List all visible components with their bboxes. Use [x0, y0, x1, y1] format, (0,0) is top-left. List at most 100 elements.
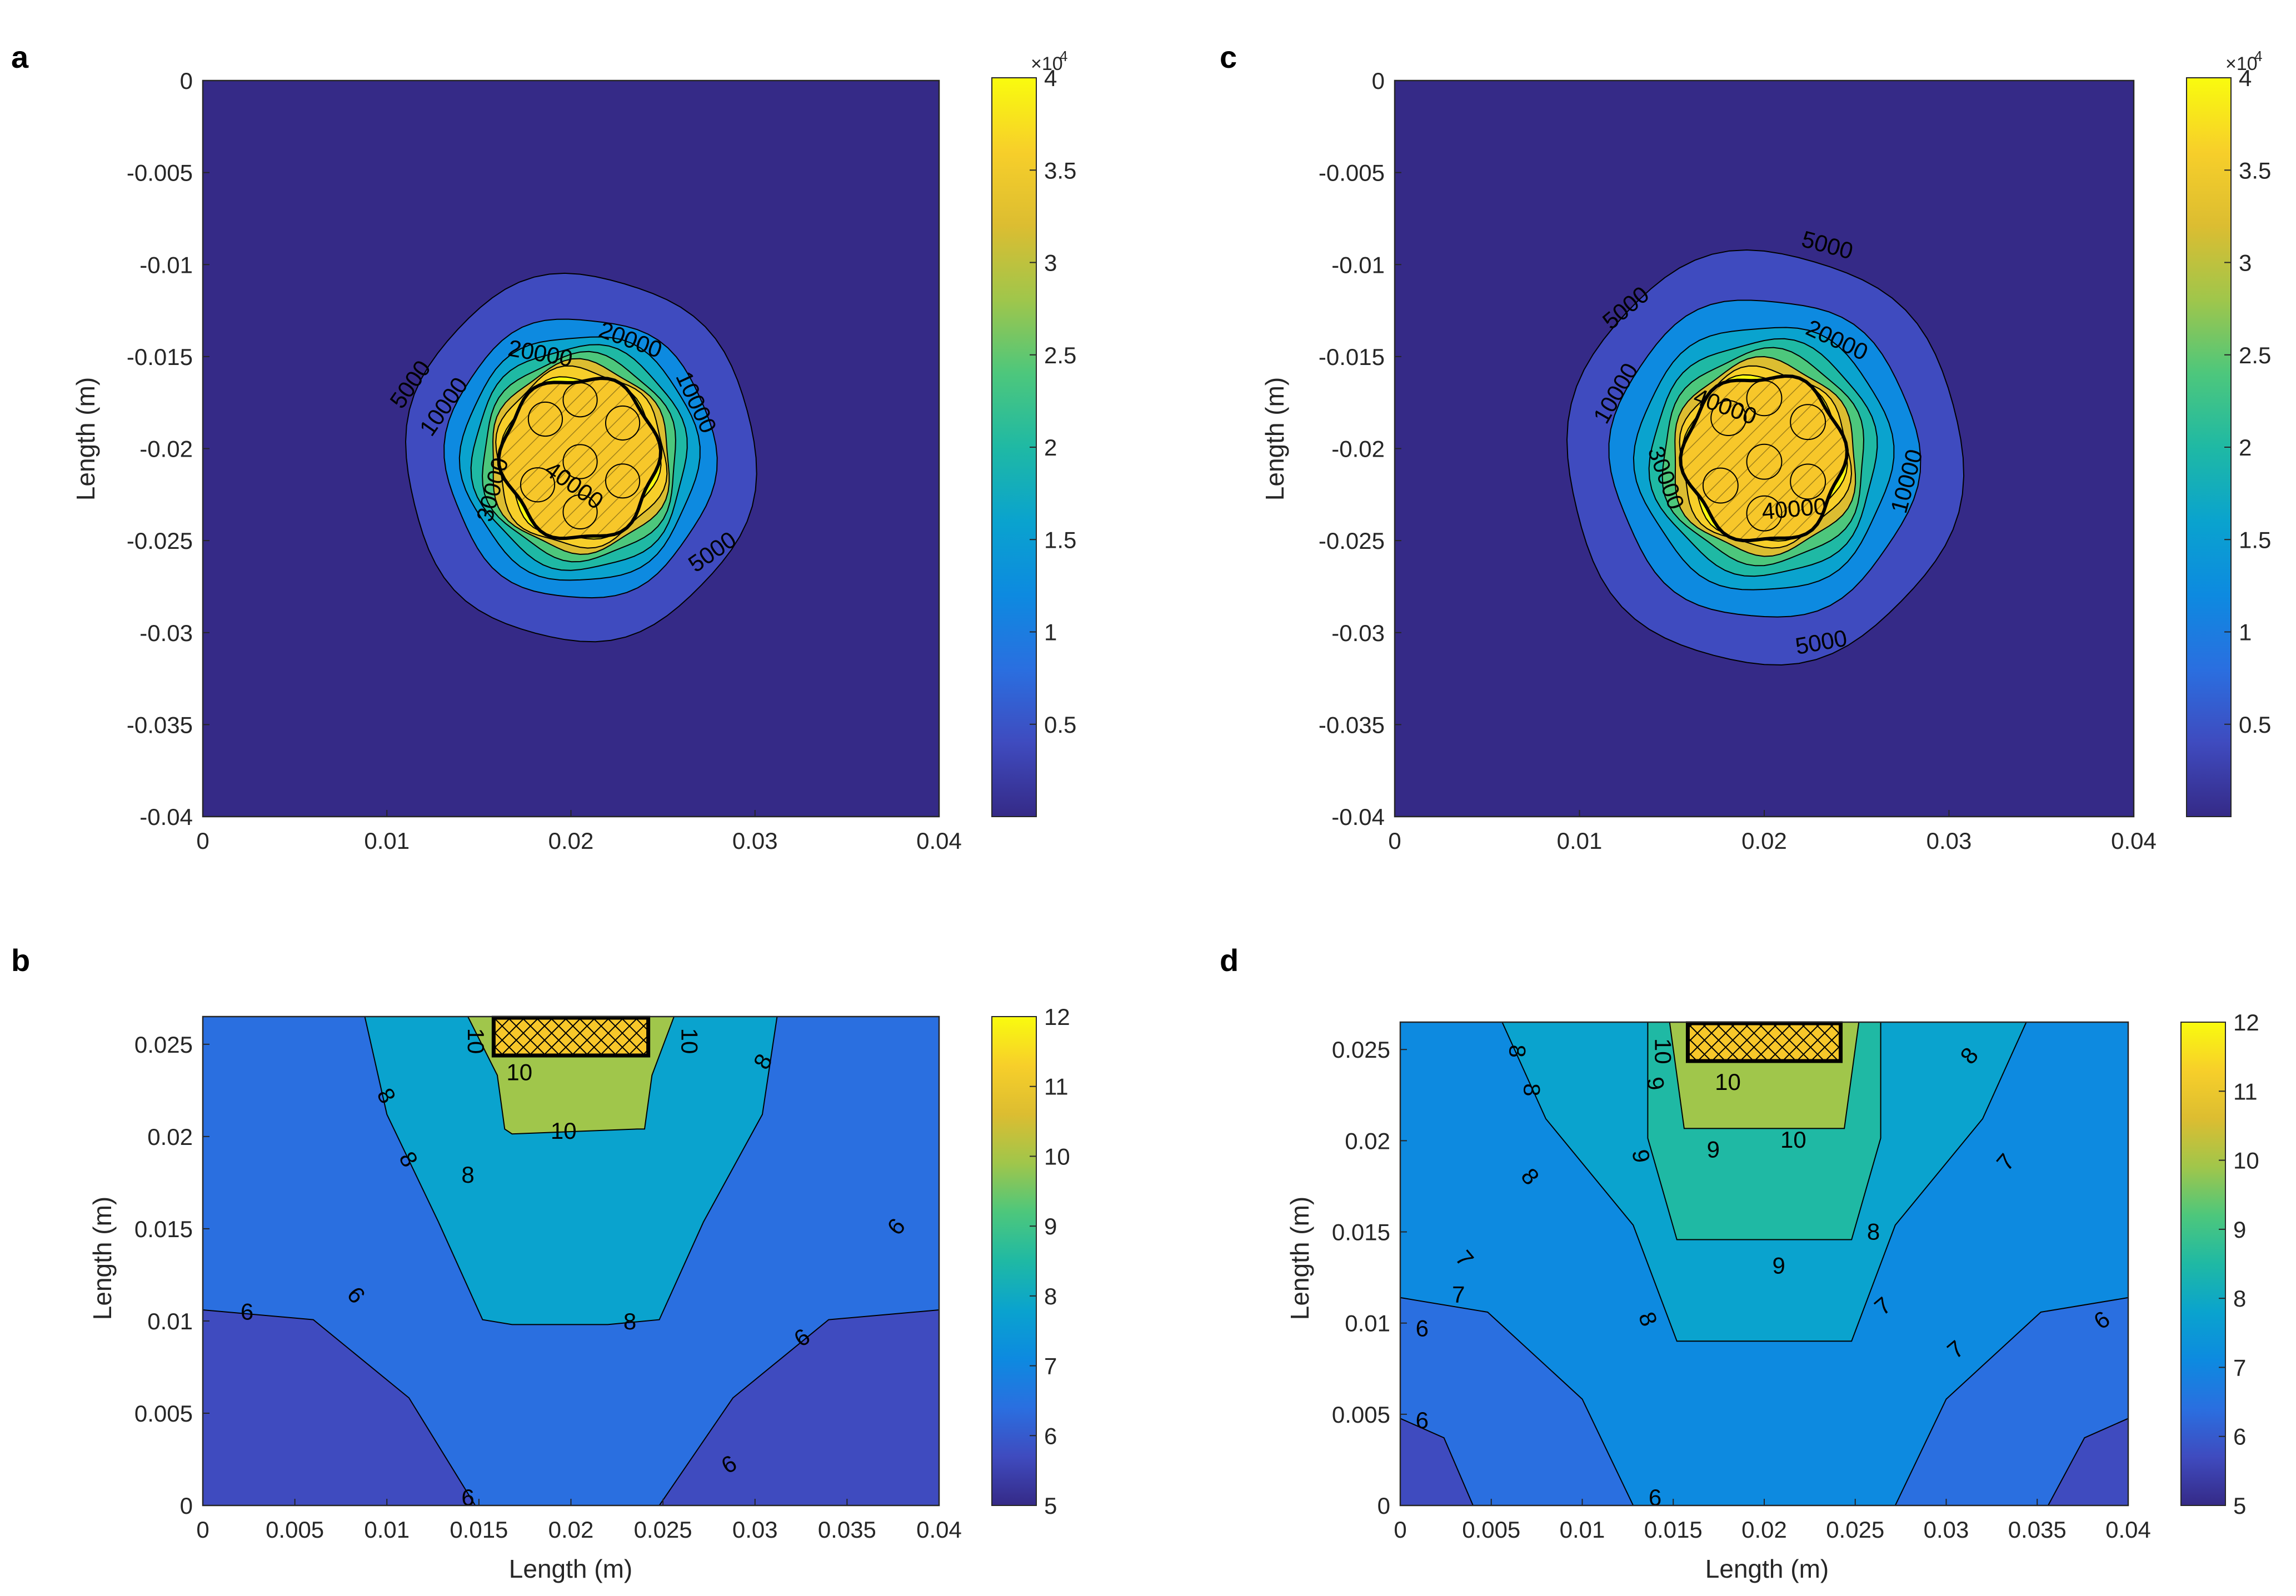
panel-label-d: d	[1220, 943, 1239, 978]
colorbar-tick-label: 1	[1044, 619, 1057, 646]
contour-label: 7	[1452, 1282, 1465, 1308]
y-tick-label: -0.035	[127, 712, 193, 738]
contour-label: 6	[1416, 1407, 1429, 1433]
colorbar-tick-label: 3.5	[1044, 157, 1076, 183]
colorbar-tick-label: 1	[2239, 619, 2252, 646]
x-tick-label: 0.025	[634, 1517, 692, 1543]
panel-c-axes: 0 0.01 0.02 0.03 0.04 0 -0.005 -0.01 -0.015 -0.02…	[1319, 68, 2157, 854]
colorbar-tick-label: 7	[1044, 1353, 1057, 1379]
x-tick-label: 0.01	[1560, 1517, 1605, 1543]
colorbar-tick-label: 1.5	[2239, 527, 2271, 553]
colorbar-tick-label: 6	[2233, 1424, 2246, 1450]
colorbar-tick-label: 0.5	[1044, 712, 1076, 738]
panel-d-axes: 0 0.005 0.01 0.015 0.02 0.025 0.03 0.035 0.04 0.0…	[1332, 1021, 2151, 1543]
panel-a-colorbar: 4 3.5 3 2.5 2 1.5 1 0.5 ×104	[991, 48, 1076, 817]
panel-c-colorbar: 4 3.5 3 2.5 2 1.5 1 0.5 ×104	[2186, 48, 2271, 817]
x-tick-label: 0.015	[450, 1517, 508, 1543]
colorbar-tick-label: 7	[2233, 1354, 2246, 1380]
contour-label: 8	[461, 1162, 474, 1188]
x-tick-label: 0.025	[1826, 1517, 1884, 1543]
y-tick-label: -0.04	[139, 804, 193, 830]
x-tick-label: 0.01	[364, 828, 410, 854]
y-tick-label: -0.035	[1319, 712, 1385, 738]
x-tick-label: 0.04	[916, 1517, 962, 1543]
wire-cross-section	[1790, 404, 1826, 441]
wire-cross-section	[1790, 463, 1826, 500]
colorbar-tick-label: 0.5	[2239, 712, 2271, 738]
panel-label-a: a	[11, 39, 29, 74]
panel-label-c: c	[1220, 39, 1237, 74]
wire-cross-section	[605, 405, 641, 441]
y-tick-label: -0.02	[1331, 436, 1385, 462]
panel-d-xlabel: Length (m)	[1705, 1554, 1829, 1583]
colorbar-tick-label: 11	[2233, 1078, 2258, 1104]
panel-a-axes: 0 0.01 0.02 0.03 0.04 0 -0.005 -0.01 -0.015 -0.02…	[127, 68, 962, 854]
contour-label: 8	[1505, 1045, 1531, 1058]
colorbar-exponent-power: 4	[2254, 48, 2262, 64]
x-tick-label: 0.03	[1924, 1517, 1969, 1543]
panel-b-axes: 0 0.005 0.01 0.015 0.02 0.025 0.03 0.035 0.04 0.0…	[134, 1015, 962, 1543]
panel-a-ylabel: Length (m)	[71, 377, 100, 501]
panel-b-colorbar: 12 11 10 9 8 7 6 5	[991, 1004, 1070, 1519]
contour-label: 6	[461, 1484, 474, 1510]
x-tick-label: 0.01	[1557, 828, 1603, 854]
x-tick-label: 0	[1394, 1517, 1406, 1543]
wire-cross-section	[1710, 400, 1747, 437]
wire-cross-section	[1746, 443, 1783, 480]
y-tick-label: -0.03	[139, 620, 193, 646]
colorbar-tick-label: 11	[1044, 1074, 1069, 1100]
y-tick-label: 0.005	[1332, 1402, 1390, 1428]
contour-label: 6	[1416, 1315, 1429, 1342]
contour-label: 10	[551, 1118, 577, 1144]
y-tick-label: 0	[180, 68, 193, 94]
y-tick-label: -0.005	[127, 160, 193, 186]
y-tick-label: 0.025	[134, 1032, 193, 1058]
contour-label: 9	[1707, 1137, 1720, 1163]
contour-label: 10	[1780, 1127, 1806, 1153]
wire-cross-section	[562, 494, 598, 530]
colorbar-tick-label: 5	[1044, 1493, 1057, 1519]
y-tick-label: 0	[1377, 1493, 1390, 1519]
panel-d-colorbar: 12 11 10 9 8 7 6 5	[2180, 1009, 2259, 1519]
y-tick-label: -0.04	[1331, 804, 1385, 830]
wire-cross-section	[1746, 380, 1783, 417]
colorbar-tick-label: 9	[1044, 1213, 1057, 1239]
x-tick-label: 0.005	[1462, 1517, 1520, 1543]
x-tick-label: 0	[1388, 828, 1401, 854]
contour-label: 6	[241, 1299, 253, 1325]
panel-d-ylabel: Length (m)	[1285, 1197, 1314, 1320]
contour-label: 8	[623, 1308, 636, 1334]
x-tick-label: 0.04	[2105, 1517, 2151, 1543]
x-tick-label: 0.04	[2111, 828, 2157, 854]
x-tick-label: 0	[196, 828, 209, 854]
colorbar-tick-label: 4	[1044, 65, 1057, 91]
colorbar-tick-label: 3.5	[2239, 157, 2271, 183]
wire-cross-section	[520, 467, 556, 503]
y-tick-label: -0.01	[139, 252, 193, 278]
y-tick-label: 0.02	[147, 1124, 193, 1150]
colorbar-tick-label: 4	[2239, 65, 2252, 91]
colorbar-exponent: ×10	[2225, 53, 2258, 74]
colorbar-tick-label: 2	[2239, 434, 2252, 461]
wire-cross-section	[1702, 467, 1739, 504]
x-tick-label: 0.02	[548, 828, 594, 854]
colorbar-tick-label: 2.5	[2239, 342, 2271, 368]
x-tick-label: 0.015	[1644, 1517, 1703, 1543]
colorbar-tick-label: 10	[1044, 1143, 1070, 1169]
y-tick-label: 0.01	[147, 1308, 193, 1334]
colorbar-tick-label: 12	[1044, 1004, 1070, 1030]
y-tick-label: 0.005	[134, 1400, 193, 1427]
x-tick-label: 0.03	[732, 828, 778, 854]
x-tick-label: 0.02	[1741, 828, 1787, 854]
y-tick-label: 0.025	[1332, 1037, 1390, 1063]
contour-label: 10	[1715, 1069, 1741, 1095]
contour-label: 8	[1867, 1219, 1880, 1245]
x-tick-label: 0.005	[266, 1517, 324, 1543]
y-tick-label: -0.025	[1319, 528, 1385, 554]
